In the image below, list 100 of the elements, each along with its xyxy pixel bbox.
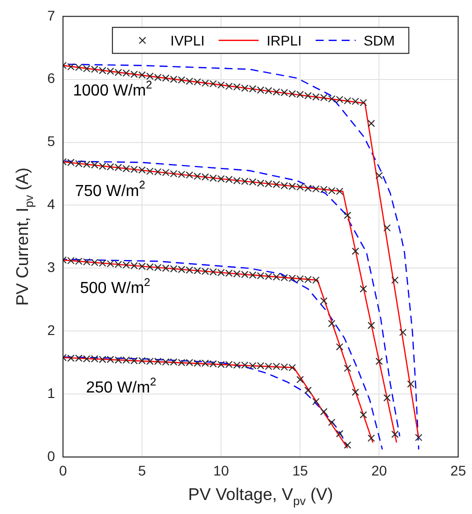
legend-label: IRPLI: [266, 32, 302, 48]
point: [264, 362, 272, 370]
point: [122, 69, 130, 77]
point: [225, 270, 233, 277]
point: [170, 76, 178, 84]
x-tick-label: 20: [371, 462, 388, 478]
point: [67, 63, 75, 70]
point: [106, 260, 114, 268]
x-tick-label: 15: [292, 462, 308, 478]
point: [256, 362, 264, 370]
point: [249, 362, 256, 370]
point: [225, 360, 233, 368]
point: [122, 165, 130, 172]
point: [194, 172, 202, 180]
point: [217, 175, 225, 182]
point: [178, 358, 186, 366]
x-tick-label: 0: [59, 462, 68, 478]
point: [75, 160, 82, 168]
point: [186, 171, 194, 179]
point: [162, 264, 170, 272]
point: [138, 71, 146, 79]
point: [217, 81, 225, 89]
point: [170, 358, 178, 366]
x-tick-label: 10: [213, 462, 230, 478]
point: [217, 268, 225, 276]
point: [154, 74, 162, 82]
point: [233, 177, 241, 184]
point: [241, 178, 248, 185]
point: [194, 78, 202, 86]
point: [162, 168, 170, 176]
point: [233, 270, 241, 278]
point: [202, 360, 209, 367]
point: [391, 276, 399, 284]
point: [320, 408, 328, 416]
point: [280, 88, 288, 96]
x-tick-label: 25: [450, 462, 466, 478]
point: [383, 394, 391, 402]
point: [67, 354, 75, 362]
point: [130, 262, 138, 270]
point: [186, 358, 194, 366]
point: [146, 72, 154, 80]
y-tick-label: 5: [47, 133, 56, 150]
point: [202, 79, 209, 87]
point: [272, 180, 280, 188]
point: [75, 258, 82, 265]
point: [233, 83, 241, 91]
point: [210, 268, 217, 276]
point: [280, 182, 288, 190]
point: [98, 66, 106, 74]
point: [210, 174, 217, 182]
point: [288, 274, 296, 282]
point: [288, 90, 296, 98]
point: [67, 158, 75, 166]
y-tick-label: 6: [47, 70, 56, 86]
point: [249, 85, 256, 92]
point: [328, 320, 336, 328]
point: [138, 357, 146, 364]
point: [241, 361, 248, 369]
point: [162, 74, 170, 82]
point: [202, 268, 209, 275]
point: [296, 275, 304, 283]
point: [186, 78, 194, 85]
point: [162, 358, 170, 366]
point: [344, 97, 352, 104]
point: [90, 258, 98, 266]
point: [217, 360, 225, 368]
point: [138, 262, 146, 270]
point: [170, 265, 178, 272]
point: [407, 380, 414, 388]
point: [114, 260, 122, 268]
point: [90, 66, 98, 73]
point: [336, 343, 344, 351]
y-tick-label: 4: [47, 196, 56, 212]
point: [225, 82, 233, 90]
point: [296, 376, 304, 384]
point: [194, 360, 202, 367]
point: [114, 356, 122, 364]
y-tick-label: 1: [47, 384, 56, 401]
point: [360, 98, 368, 106]
point: [383, 224, 391, 232]
legend-label: IVPLI: [170, 32, 205, 48]
point: [352, 98, 360, 106]
point: [328, 187, 336, 194]
point: [272, 362, 280, 370]
point: [130, 357, 138, 364]
point: [146, 358, 154, 366]
point: [304, 184, 312, 192]
point: [320, 297, 328, 305]
point: [75, 64, 82, 72]
point: [415, 434, 422, 442]
point: [296, 90, 304, 98]
point: [320, 186, 328, 194]
legend-label: SDM: [364, 32, 395, 48]
point: [368, 434, 375, 442]
point: [256, 272, 264, 280]
point: [360, 285, 368, 293]
point: [106, 356, 114, 364]
point: [202, 173, 209, 181]
point: [106, 163, 114, 171]
point: [122, 261, 130, 269]
